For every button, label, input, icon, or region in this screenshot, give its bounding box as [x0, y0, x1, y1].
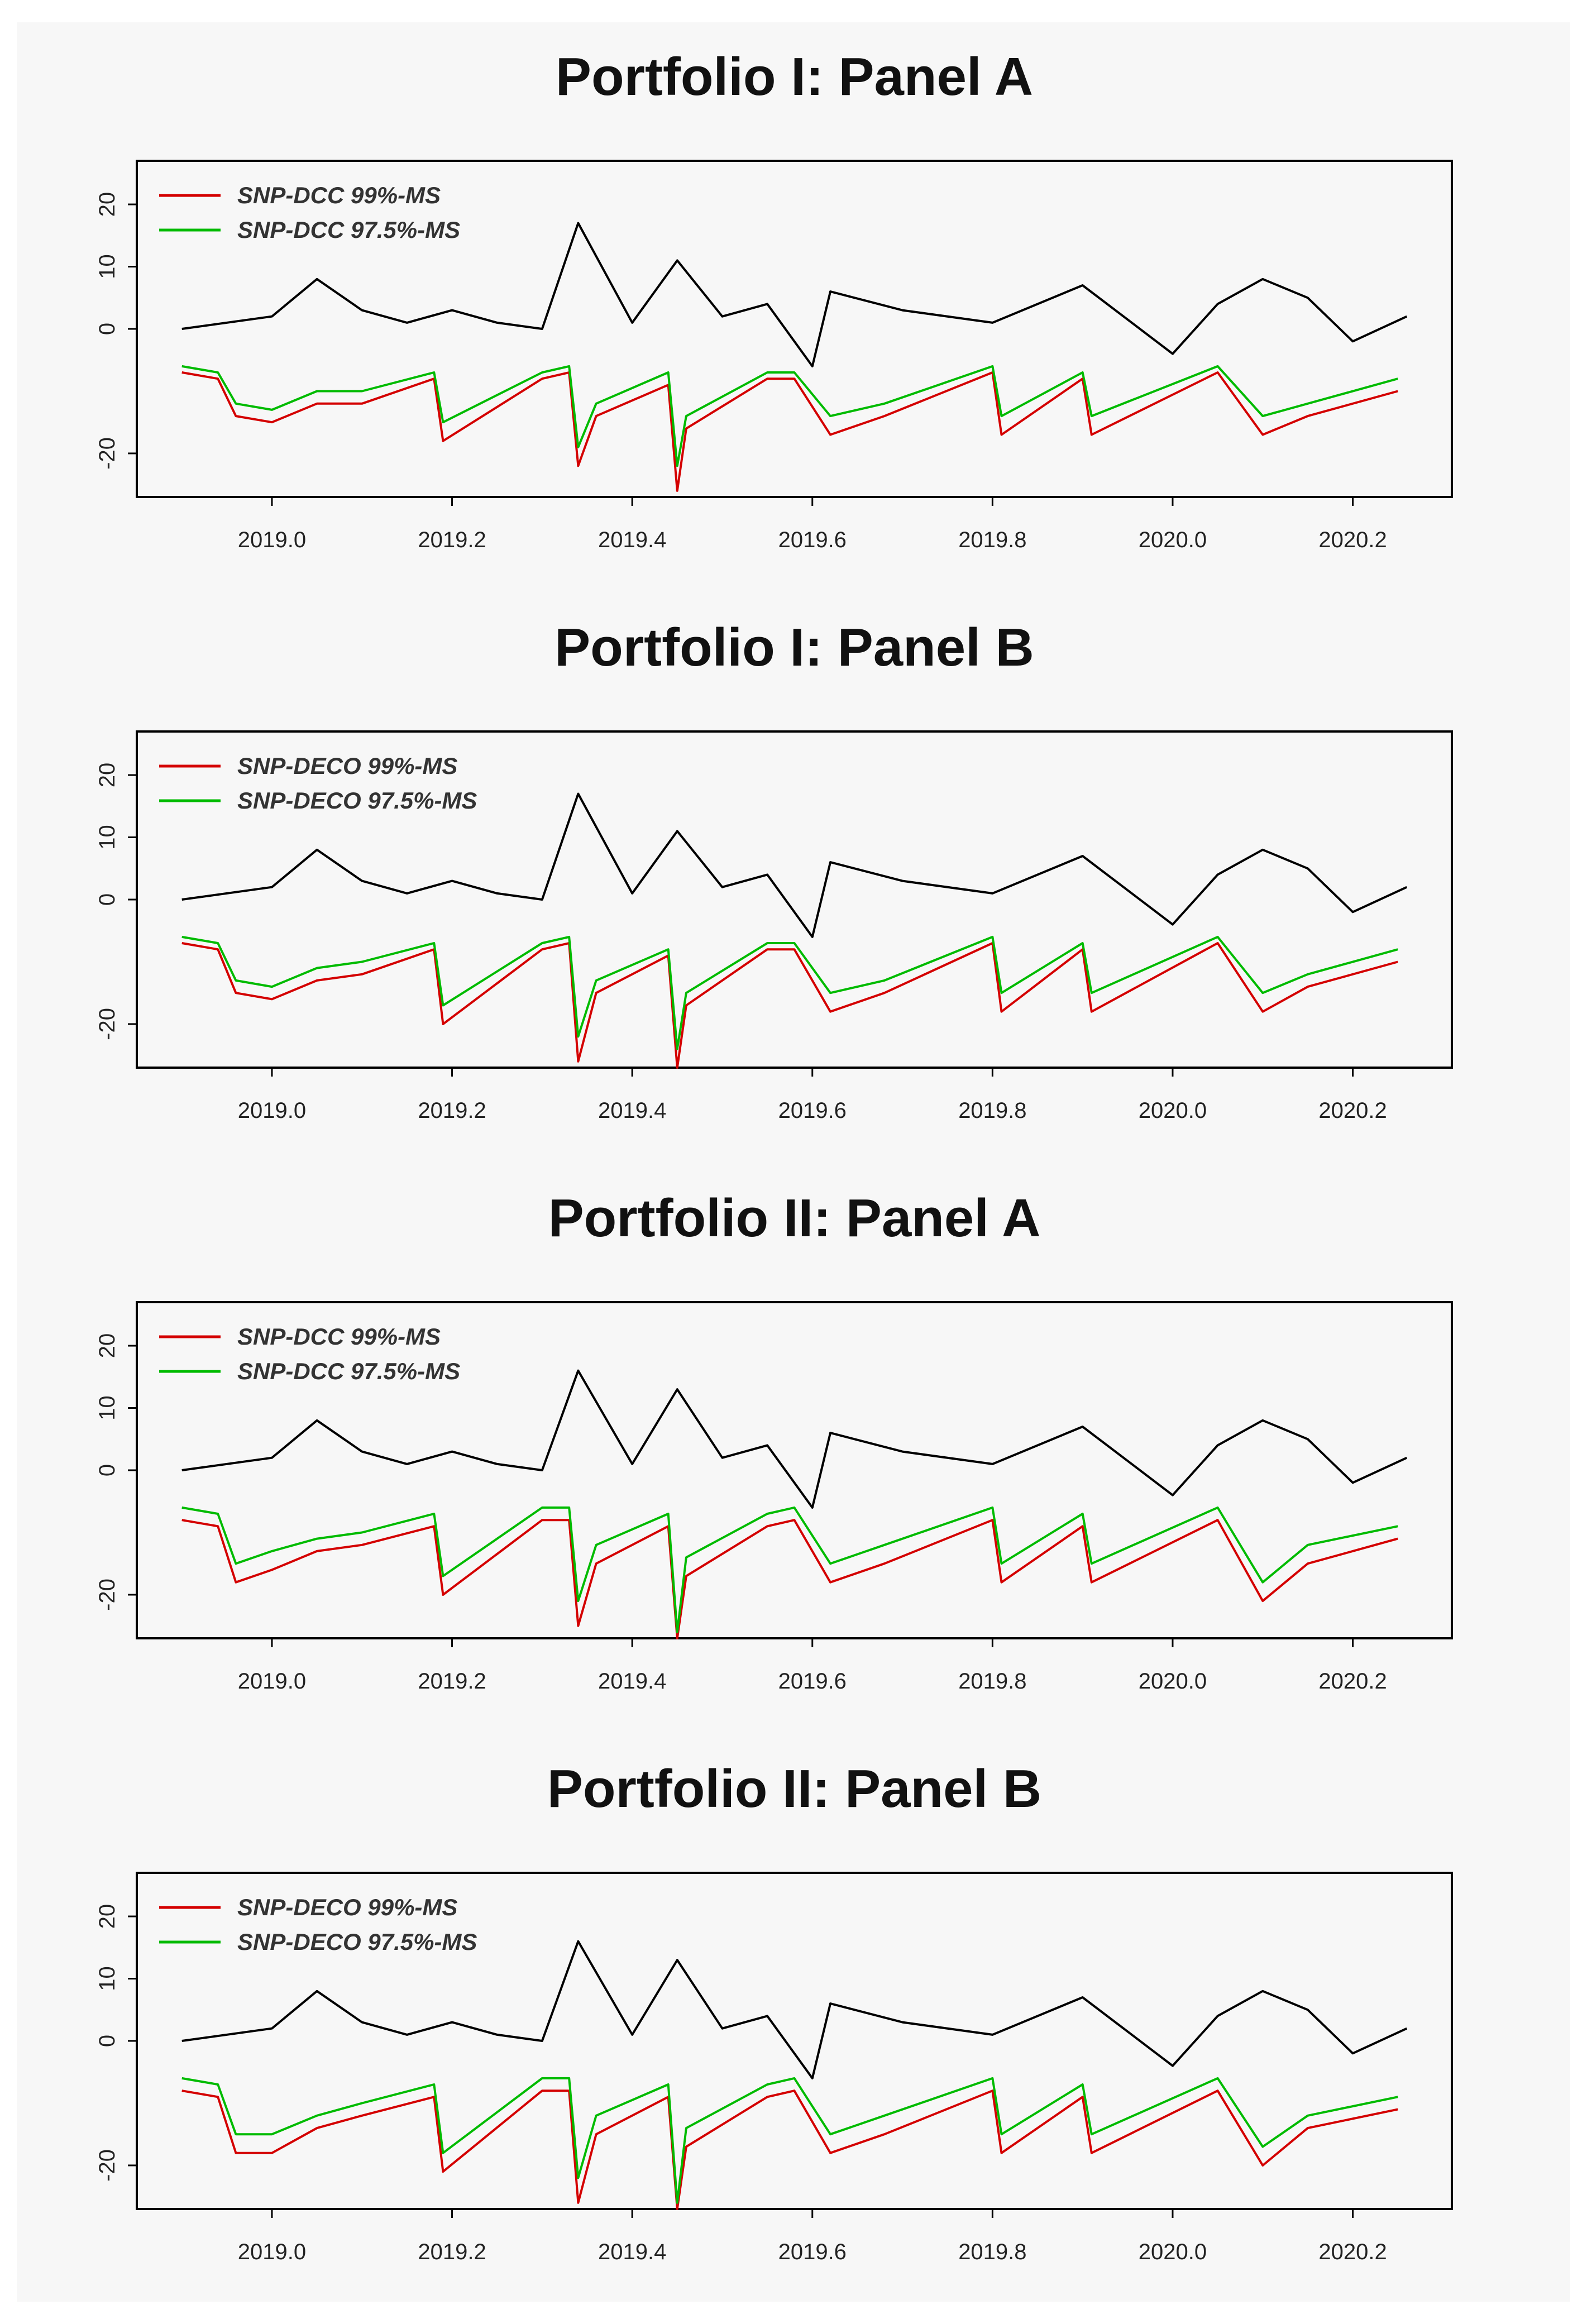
figure-svg: Portfolio I: Panel A -20 0 10 20 2019.0 2019.2… [95, 47, 1453, 2264]
series-line-observed [181, 1940, 1408, 2079]
legend-label: SNP-DCC 97.5%-MS [237, 217, 460, 243]
y-tick-label: 0 [95, 1464, 119, 1476]
x-tick-label: 2020.2 [1318, 1098, 1387, 1123]
chart-panel: Portfolio II: Panel A -20 0 10 20 2019.0 2019.… [95, 1188, 1453, 1694]
y-tick-label: 10 [95, 1966, 119, 1991]
y-tick-label: 20 [95, 1904, 119, 1929]
y-tick-label: -20 [95, 2149, 119, 2182]
series-line-observed [181, 222, 1408, 367]
x-tick-label: 2020.2 [1318, 1669, 1387, 1694]
figure-background: Portfolio I: Panel A -20 0 10 20 2019.0 2019.2… [17, 22, 1570, 2302]
chart-title: Portfolio I: Panel A [556, 47, 1033, 107]
x-tick-label: 2019.6 [778, 528, 847, 552]
legend-label: SNP-DECO 97.5%-MS [237, 1929, 477, 1955]
x-tick-label: 2019.0 [238, 2240, 306, 2264]
x-tick-label: 2019.2 [418, 1098, 486, 1123]
x-tick-label: 2019.8 [958, 2240, 1026, 2264]
y-tick-label: 20 [95, 763, 119, 788]
x-tick-label: 2020.2 [1318, 528, 1387, 552]
x-tick-label: 2019.8 [958, 528, 1026, 552]
y-tick-label: -20 [95, 1008, 119, 1040]
x-tick-label: 2020.0 [1139, 1669, 1207, 1694]
legend-label: SNP-DECO 99%-MS [237, 1894, 457, 1920]
series-line-observed [181, 792, 1408, 938]
x-tick-label: 2019.2 [418, 1669, 486, 1694]
x-tick-label: 2019.6 [778, 2240, 847, 2264]
x-tick-label: 2019.4 [598, 1098, 666, 1123]
chart-title: Portfolio II: Panel B [547, 1759, 1041, 1819]
y-tick-label: 10 [95, 1395, 119, 1421]
x-tick-label: 2019.6 [778, 1098, 847, 1123]
y-tick-label: 0 [95, 323, 119, 335]
plot-area [136, 1872, 1453, 2210]
x-tick-label: 2019.4 [598, 2240, 666, 2264]
x-tick-label: 2019.8 [958, 1098, 1026, 1123]
chart-title: Portfolio II: Panel A [548, 1188, 1041, 1248]
x-tick-label: 2020.0 [1139, 1098, 1207, 1123]
chart-panel: Portfolio II: Panel B -20 0 10 20 2019.0 2019.… [95, 1759, 1453, 2264]
y-tick-label: 20 [95, 1333, 119, 1359]
x-tick-label: 2019.0 [238, 528, 306, 552]
y-tick-label: 0 [95, 893, 119, 906]
x-tick-label: 2020.0 [1139, 2240, 1207, 2264]
x-tick-label: 2019.0 [238, 1098, 306, 1123]
chart-panel: Portfolio I: Panel B -20 0 10 20 2019.0 2019.2… [95, 618, 1453, 1123]
y-tick-label: 0 [95, 2035, 119, 2047]
legend-label: SNP-DCC 97.5%-MS [237, 1358, 460, 1384]
y-tick-label: 10 [95, 825, 119, 850]
series-line-var-99 [181, 2089, 1398, 2210]
plot-area [136, 730, 1453, 1069]
plot-area [136, 160, 1453, 498]
legend-label: SNP-DCC 99%-MS [237, 182, 441, 208]
x-tick-label: 2019.0 [238, 1669, 306, 1694]
x-tick-label: 2020.2 [1318, 2240, 1387, 2264]
legend-label: SNP-DECO 99%-MS [237, 753, 457, 779]
chart-title: Portfolio I: Panel B [555, 618, 1034, 677]
legend-label: SNP-DECO 97.5%-MS [237, 787, 477, 814]
series-line-var-99 [181, 942, 1398, 1069]
series-line-observed [181, 1369, 1408, 1509]
series-line-var-975 [181, 935, 1398, 1050]
series-line-var-99 [181, 1519, 1398, 1639]
x-tick-label: 2019.8 [958, 1669, 1026, 1694]
series-line-var-99 [181, 371, 1398, 492]
series-line-var-975 [181, 2077, 1398, 2204]
x-tick-label: 2019.6 [778, 1669, 847, 1694]
y-tick-label: -20 [95, 1579, 119, 1611]
x-tick-label: 2019.4 [598, 1669, 666, 1694]
plot-area [136, 1301, 1453, 1639]
legend-label: SNP-DCC 99%-MS [237, 1323, 441, 1350]
x-tick-label: 2020.0 [1139, 528, 1207, 552]
series-line-var-975 [181, 365, 1398, 467]
x-tick-label: 2019.2 [418, 2240, 486, 2264]
x-tick-label: 2019.4 [598, 528, 666, 552]
y-tick-label: 10 [95, 254, 119, 279]
x-tick-label: 2019.2 [418, 528, 486, 552]
chart-panel: Portfolio I: Panel A -20 0 10 20 2019.0 2019.2… [95, 47, 1453, 552]
y-tick-label: 20 [95, 192, 119, 217]
series-line-var-975 [181, 1506, 1398, 1633]
y-tick-label: -20 [95, 437, 119, 470]
